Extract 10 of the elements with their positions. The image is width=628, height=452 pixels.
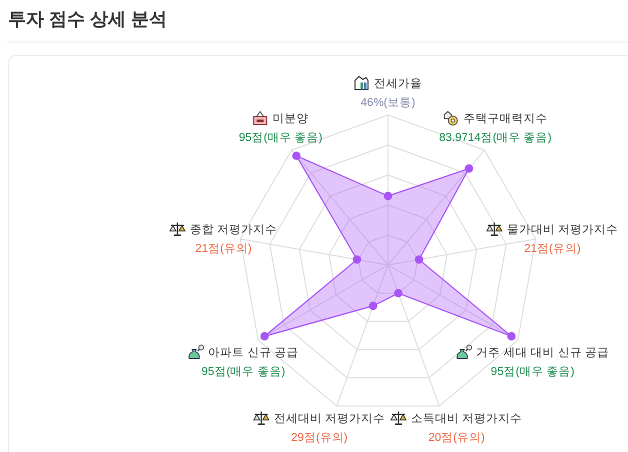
chart-title: 투자 점수 상세 분석 bbox=[8, 9, 168, 29]
spoke-label: 전세가율 46%(보통) bbox=[360, 78, 422, 109]
spoke-label: 전세대비 저평가지수 29점(유의) bbox=[274, 412, 385, 444]
spoke-label: 소득대비 저평가지수 20점(유의) bbox=[411, 412, 522, 444]
spoke-label: 거주 세대 대비 신규 공급 95점(매우 좋음) bbox=[476, 347, 610, 378]
spoke-label: 아파트 신규 공급 95점(매우 좋음) bbox=[202, 347, 299, 378]
spoke-label: 미분양 95점(매우 좋음) bbox=[238, 113, 323, 144]
spoke-label: 주택구매력지수 83.9714점(매우 좋음) bbox=[439, 113, 552, 144]
spoke-label: 물가대비 저평가지수 21점(유의) bbox=[506, 224, 618, 255]
spoke-label: 종합 저평가지수 21점(유의) bbox=[190, 224, 278, 255]
